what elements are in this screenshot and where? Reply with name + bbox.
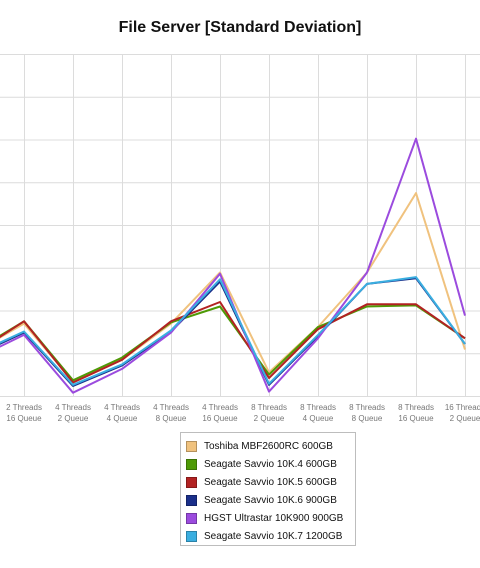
x-tick-label: 4 Threads 4 Queue	[104, 403, 140, 423]
legend-swatch	[186, 530, 197, 542]
legend-swatch	[186, 476, 197, 488]
legend-swatch	[186, 512, 197, 524]
legend-item[interactable]: HGST Ultrastar 10K900 900GB	[186, 509, 355, 527]
x-tick-label: 4 Threads 16 Queue	[202, 403, 238, 423]
x-tick-label: 4 Threads 8 Queue	[153, 403, 189, 423]
series-line-seagate-savvio-10k-5-600gb	[0, 301, 466, 384]
series-line-toshiba-mbf2600rc-600gb	[0, 192, 466, 383]
legend-item[interactable]: Seagate Savvio 10K.4 600GB	[186, 455, 355, 473]
x-tick-label: 8 Threads 2 Queue	[251, 403, 287, 423]
x-tick-label: 8 Threads 8 Queue	[349, 403, 385, 423]
legend-item[interactable]: Seagate Savvio 10K.5 600GB	[186, 473, 355, 491]
x-tick-label: 8 Threads 16 Queue	[398, 403, 434, 423]
legend-swatch	[186, 458, 197, 470]
legend-label: HGST Ultrastar 10K900 900GB	[204, 512, 344, 524]
series-line-hgst-ultrastar-10k900-900gb	[0, 137, 466, 394]
legend-swatch	[186, 494, 197, 506]
legend-item[interactable]: Toshiba MBF2600RC 600GB	[186, 437, 355, 455]
grid	[0, 54, 480, 397]
legend-item[interactable]: Seagate Savvio 10K.6 900GB	[186, 491, 355, 509]
chart-title: File Server [Standard Deviation]	[118, 19, 362, 36]
legend-swatch	[186, 440, 197, 452]
x-tick-label: 4 Threads 2 Queue	[55, 403, 91, 423]
legend: Toshiba MBF2600RC 600GB Seagate Savvio 10…	[180, 432, 356, 546]
legend-label: Seagate Savvio 10K.4 600GB	[204, 458, 337, 470]
series-line-seagate-savvio-10k-6-900gb	[0, 277, 466, 387]
series-line-seagate-savvio-10k-4-600gb	[0, 304, 466, 382]
legend-label: Seagate Savvio 10K.7 1200GB	[204, 530, 343, 542]
legend-label: Seagate Savvio 10K.6 900GB	[204, 494, 337, 506]
x-tick-label: 8 Threads 4 Queue	[300, 403, 336, 423]
series-line-seagate-savvio-10k-7-1200gb	[0, 276, 466, 386]
x-tick-label: 2 Threads 16 Queue	[6, 403, 42, 423]
series-lines	[0, 137, 466, 394]
legend-label: Seagate Savvio 10K.5 600GB	[204, 476, 337, 488]
legend-label: Toshiba MBF2600RC 600GB	[204, 440, 333, 452]
legend-item[interactable]: Seagate Savvio 10K.7 1200GB	[186, 527, 355, 545]
